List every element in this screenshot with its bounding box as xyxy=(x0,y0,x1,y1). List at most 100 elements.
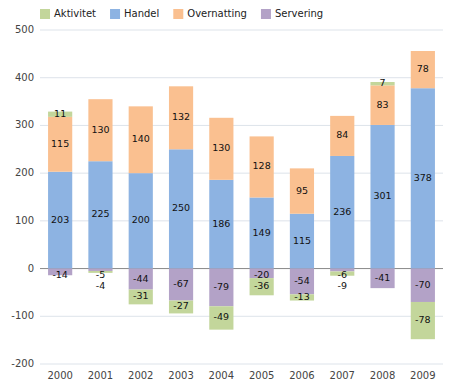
bar-segment xyxy=(209,180,233,269)
bar-segment xyxy=(411,269,435,302)
data-label: 115 xyxy=(51,138,69,149)
x-tick-label: 2008 xyxy=(370,370,395,381)
bar-segment xyxy=(129,290,153,305)
bar-segment xyxy=(169,86,193,149)
bar-segment xyxy=(290,214,314,269)
data-label: 78 xyxy=(417,63,429,74)
data-label: 11 xyxy=(54,108,66,119)
grid-line xyxy=(40,316,443,317)
data-label: 132 xyxy=(172,111,190,122)
legend-item: Aktivitet xyxy=(40,8,96,19)
bars xyxy=(48,51,435,339)
bar-segment xyxy=(169,149,193,268)
data-label: 84 xyxy=(336,129,348,140)
y-tick-label: -200 xyxy=(11,358,34,369)
grid xyxy=(40,30,443,364)
data-label: 149 xyxy=(253,227,271,238)
chart: -200-100010020030040050020311511-1422513… xyxy=(0,0,455,390)
grid-line xyxy=(40,364,443,365)
data-label: 130 xyxy=(212,142,230,153)
bar-segment xyxy=(330,156,354,269)
legend-label: Servering xyxy=(275,8,323,19)
bar-segment xyxy=(48,172,72,269)
data-label: -4 xyxy=(96,280,105,291)
x-tick-label: 2006 xyxy=(289,370,314,381)
data-label: -49 xyxy=(214,311,230,322)
bar-segment xyxy=(88,99,112,161)
y-tick-label: 300 xyxy=(15,119,34,130)
x-tick-label: 2000 xyxy=(47,370,72,381)
data-label: -5 xyxy=(96,269,105,280)
legend-swatch xyxy=(173,9,183,19)
data-label: 95 xyxy=(296,185,308,196)
data-label: 7 xyxy=(380,77,386,88)
data-label: -31 xyxy=(133,290,149,301)
bar-segment xyxy=(250,278,274,295)
data-label: 115 xyxy=(293,235,311,246)
bar-segment xyxy=(330,116,354,156)
data-label: -27 xyxy=(173,300,189,311)
y-tick-label: -100 xyxy=(11,310,34,321)
legend-swatch xyxy=(261,9,271,19)
bar-segment xyxy=(169,269,193,301)
bar-segment xyxy=(209,306,233,329)
data-label: -78 xyxy=(415,314,431,325)
bar-segment xyxy=(209,118,233,180)
y-tick-label: 500 xyxy=(15,24,34,35)
data-label: 186 xyxy=(212,218,230,229)
data-label: -36 xyxy=(254,280,270,291)
data-label: -67 xyxy=(173,278,189,289)
data-label: -20 xyxy=(254,269,270,280)
y-tick-label: 200 xyxy=(15,167,34,178)
x-tick-label: 2009 xyxy=(410,370,435,381)
x-tick-label: 2001 xyxy=(88,370,113,381)
bar-segment xyxy=(250,197,274,268)
legend-label: Handel xyxy=(124,8,159,19)
bar-segment xyxy=(290,168,314,213)
bar-segment xyxy=(370,125,394,269)
grid-line xyxy=(40,30,443,31)
data-label: -6 xyxy=(338,269,347,280)
legend-item: Handel xyxy=(110,8,159,19)
data-label: -79 xyxy=(214,281,230,292)
data-label: 378 xyxy=(414,172,432,183)
bar-segment xyxy=(209,269,233,307)
y-tick-label: 100 xyxy=(15,215,34,226)
bar-segment xyxy=(370,85,394,125)
bar-segment xyxy=(129,269,153,290)
data-label: 250 xyxy=(172,202,190,213)
legend-label: Aktivitet xyxy=(54,8,96,19)
x-tick-label: 2002 xyxy=(128,370,153,381)
bar-segment xyxy=(129,173,153,268)
y-tick-label: 400 xyxy=(15,72,34,83)
legend-swatch xyxy=(40,9,50,19)
legend-item: Overnatting xyxy=(173,8,247,19)
bar-segment xyxy=(88,161,112,268)
x-tick-label: 2005 xyxy=(249,370,274,381)
data-label: 236 xyxy=(333,206,351,217)
bar-segment xyxy=(411,88,435,268)
data-label: 225 xyxy=(91,208,109,219)
data-label: -41 xyxy=(375,272,391,283)
data-label: -70 xyxy=(415,279,431,290)
bar-segment xyxy=(411,302,435,339)
data-label: -54 xyxy=(294,275,310,286)
x-tick-label: 2007 xyxy=(330,370,355,381)
bar-segment xyxy=(250,136,274,197)
data-label: -44 xyxy=(133,273,149,284)
data-label: 128 xyxy=(253,160,271,171)
bar-segment xyxy=(129,106,153,173)
data-label: -14 xyxy=(52,269,68,280)
data-labels: 20311511-14225130-5-4200140-44-31250132-… xyxy=(51,63,432,325)
data-label: 130 xyxy=(91,124,109,135)
legend-label: Overnatting xyxy=(187,8,247,19)
x-tick-label: 2003 xyxy=(168,370,193,381)
bar-segment xyxy=(411,51,435,88)
legend: Aktivitet Handel Overnatting Servering xyxy=(40,8,323,19)
data-label: 200 xyxy=(132,214,150,225)
legend-item: Servering xyxy=(261,8,323,19)
legend-swatch xyxy=(110,9,120,19)
y-tick-label: 0 xyxy=(28,263,34,274)
bar-segment xyxy=(48,117,72,172)
data-label: 83 xyxy=(377,99,389,110)
